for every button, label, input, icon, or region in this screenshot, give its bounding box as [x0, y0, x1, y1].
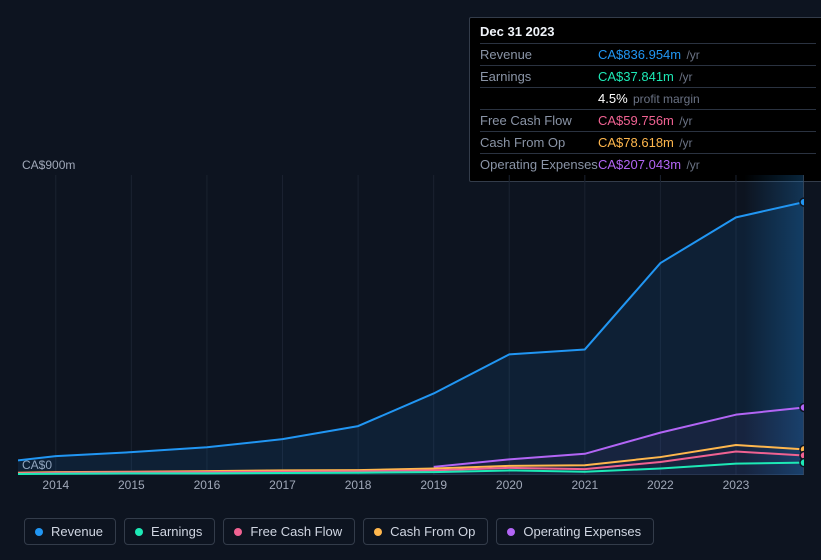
- y-max-label: CA$900m: [22, 158, 75, 172]
- legend-label: Free Cash Flow: [250, 524, 342, 539]
- legend-swatch: [35, 528, 43, 536]
- tooltip-row: Free Cash FlowCA$59.756m /yr: [480, 110, 816, 132]
- legend-item[interactable]: Free Cash Flow: [223, 518, 355, 545]
- legend-item[interactable]: Cash From Op: [363, 518, 488, 545]
- legend-item[interactable]: Revenue: [24, 518, 116, 545]
- tooltip-row-label: Revenue: [480, 44, 598, 66]
- x-tick-label: 2020: [496, 478, 523, 492]
- tooltip-date: Dec 31 2023: [480, 24, 816, 39]
- legend-swatch: [374, 528, 382, 536]
- legend-item[interactable]: Earnings: [124, 518, 215, 545]
- tooltip-row: Operating ExpensesCA$207.043m /yr: [480, 154, 816, 176]
- tooltip-row-value: CA$207.043m /yr: [598, 154, 816, 176]
- legend: Revenue Earnings Free Cash Flow Cash From O…: [24, 518, 654, 545]
- legend-swatch: [507, 528, 515, 536]
- tooltip-row-label: Operating Expenses: [480, 154, 598, 176]
- x-tick-label: 2017: [269, 478, 296, 492]
- legend-label: Earnings: [151, 524, 202, 539]
- tooltip-row: 4.5% profit margin: [480, 88, 816, 110]
- plot-area[interactable]: [18, 175, 804, 475]
- legend-swatch: [135, 528, 143, 536]
- x-tick-label: 2016: [194, 478, 221, 492]
- x-tick-label: 2023: [723, 478, 750, 492]
- chart-tooltip: Dec 31 2023 RevenueCA$836.954m /yrEarnin…: [469, 17, 821, 182]
- legend-label: Cash From Op: [390, 524, 475, 539]
- tooltip-row-value: 4.5% profit margin: [598, 88, 816, 110]
- x-tick-label: 2021: [571, 478, 598, 492]
- x-tick-label: 2022: [647, 478, 674, 492]
- x-tick-label: 2015: [118, 478, 145, 492]
- tooltip-row-label: [480, 88, 598, 110]
- tooltip-row-label: Cash From Op: [480, 132, 598, 154]
- tooltip-row: EarningsCA$37.841m /yr: [480, 66, 816, 88]
- x-tick-label: 2019: [420, 478, 447, 492]
- tooltip-row: Cash From OpCA$78.618m /yr: [480, 132, 816, 154]
- tooltip-row-label: Free Cash Flow: [480, 110, 598, 132]
- legend-label: Operating Expenses: [523, 524, 641, 539]
- tooltip-row-value: CA$836.954m /yr: [598, 44, 816, 66]
- x-axis-labels: 2014 2015 2016 2017 2018 2019 2020 2021 2022 2023: [18, 478, 804, 496]
- legend-item[interactable]: Operating Expenses: [496, 518, 654, 545]
- legend-label: Revenue: [51, 524, 103, 539]
- tooltip-table: RevenueCA$836.954m /yrEarningsCA$37.841m…: [480, 43, 816, 175]
- tooltip-row: RevenueCA$836.954m /yr: [480, 44, 816, 66]
- x-tick-label: 2018: [345, 478, 372, 492]
- x-tick-label: 2014: [42, 478, 69, 492]
- legend-swatch: [234, 528, 242, 536]
- tooltip-row-value: CA$78.618m /yr: [598, 132, 816, 154]
- tooltip-row-label: Earnings: [480, 66, 598, 88]
- chart-svg: [18, 175, 804, 475]
- tooltip-row-value: CA$59.756m /yr: [598, 110, 816, 132]
- financials-chart-card: Dec 31 2023 RevenueCA$836.954m /yrEarnin…: [0, 0, 821, 560]
- tooltip-row-value: CA$37.841m /yr: [598, 66, 816, 88]
